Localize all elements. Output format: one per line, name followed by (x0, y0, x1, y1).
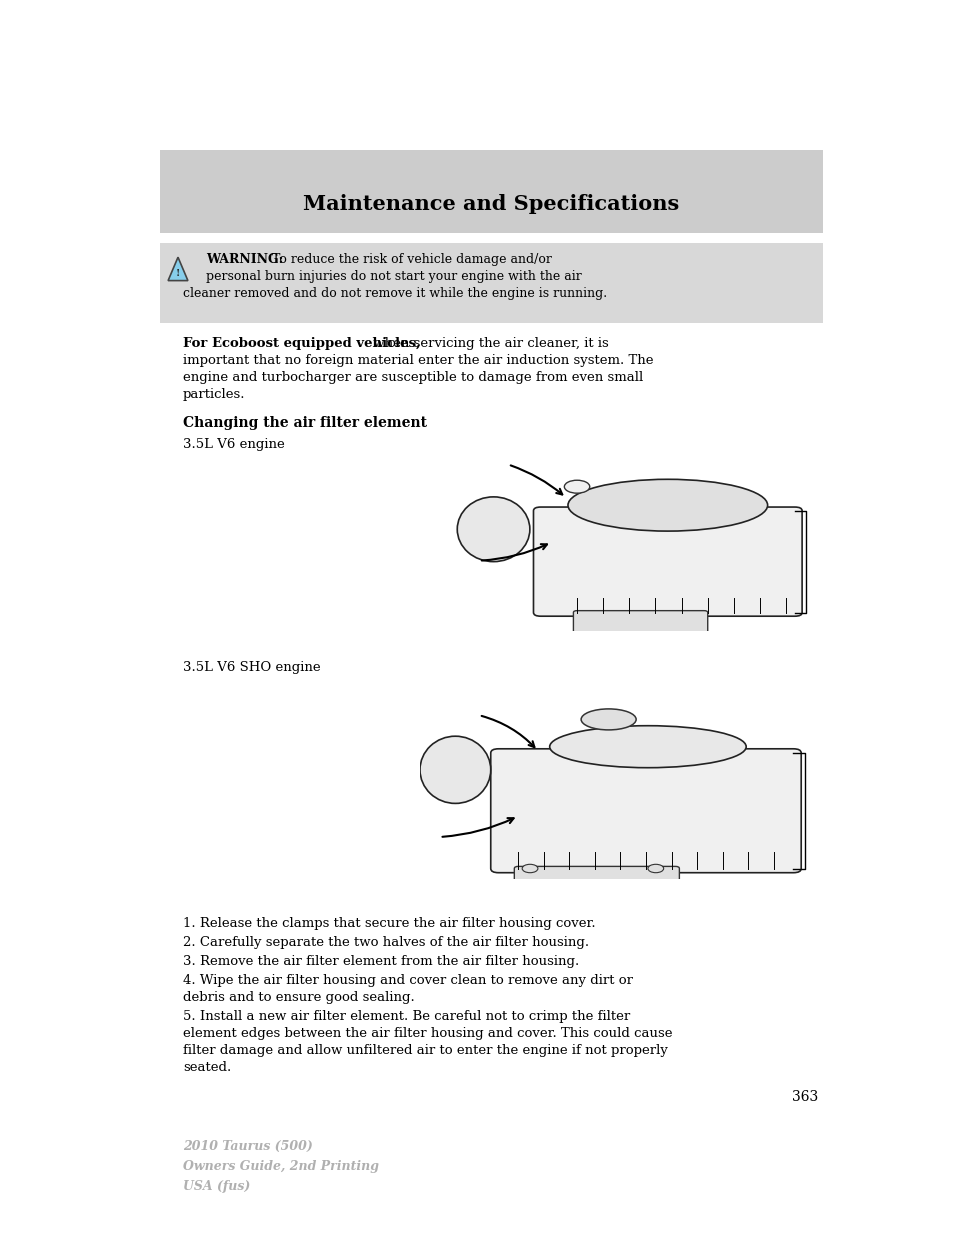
Ellipse shape (521, 864, 537, 873)
Text: 3.5L V6 engine: 3.5L V6 engine (183, 438, 284, 451)
Bar (160, 243, 822, 324)
Text: 3.5L V6 SHO engine: 3.5L V6 SHO engine (183, 661, 320, 674)
FancyBboxPatch shape (573, 610, 707, 632)
Text: engine and turbocharger are susceptible to damage from even small: engine and turbocharger are susceptible … (183, 370, 642, 384)
Text: when servicing the air cleaner, it is: when servicing the air cleaner, it is (369, 337, 608, 350)
Text: For Ecoboost equipped vehicles,: For Ecoboost equipped vehicles, (183, 337, 420, 350)
Text: Changing the air filter element: Changing the air filter element (183, 416, 427, 430)
Text: Owners Guide, 2nd Printing: Owners Guide, 2nd Printing (183, 1160, 378, 1173)
Text: debris and to ensure good sealing.: debris and to ensure good sealing. (183, 990, 415, 1004)
FancyBboxPatch shape (533, 508, 801, 616)
Text: seated.: seated. (183, 1061, 231, 1074)
FancyBboxPatch shape (514, 867, 679, 894)
Text: important that no foreign material enter the air induction system. The: important that no foreign material enter… (183, 354, 653, 367)
Text: filter damage and allow unfiltered air to enter the engine if not properly: filter damage and allow unfiltered air t… (183, 1044, 667, 1057)
Text: 363: 363 (791, 1091, 817, 1104)
Ellipse shape (419, 736, 490, 804)
Text: Maintenance and Specifications: Maintenance and Specifications (303, 194, 679, 214)
Ellipse shape (549, 726, 745, 768)
Text: 5. Install a new air filter element. Be careful not to crimp the filter: 5. Install a new air filter element. Be … (183, 1010, 630, 1023)
Text: USA (fus): USA (fus) (183, 1179, 250, 1193)
Text: 2. Carefully separate the two halves of the air filter housing.: 2. Carefully separate the two halves of … (183, 936, 589, 948)
Text: WARNING:: WARNING: (206, 253, 283, 266)
Ellipse shape (647, 864, 663, 873)
Text: 3. Remove the air filter element from the air filter housing.: 3. Remove the air filter element from th… (183, 955, 578, 968)
Polygon shape (168, 257, 188, 280)
Bar (160, 149, 822, 233)
Text: personal burn injuries do not start your engine with the air: personal burn injuries do not start your… (206, 270, 581, 283)
Text: cleaner removed and do not remove it while the engine is running.: cleaner removed and do not remove it whi… (183, 287, 606, 300)
Text: 1. Release the clamps that secure the air filter housing cover.: 1. Release the clamps that secure the ai… (183, 918, 595, 930)
Text: particles.: particles. (183, 388, 245, 401)
Text: 2010 Taurus (500): 2010 Taurus (500) (183, 1140, 313, 1153)
Ellipse shape (564, 480, 589, 493)
FancyBboxPatch shape (490, 748, 801, 873)
Text: element edges between the air filter housing and cover. This could cause: element edges between the air filter hou… (183, 1028, 672, 1040)
Ellipse shape (580, 709, 636, 730)
Text: 4. Wipe the air filter housing and cover clean to remove any dirt or: 4. Wipe the air filter housing and cover… (183, 974, 633, 987)
Ellipse shape (456, 496, 529, 562)
Text: !: ! (175, 269, 180, 279)
Ellipse shape (567, 479, 767, 531)
Text: To reduce the risk of vehicle damage and/or: To reduce the risk of vehicle damage and… (268, 253, 551, 266)
